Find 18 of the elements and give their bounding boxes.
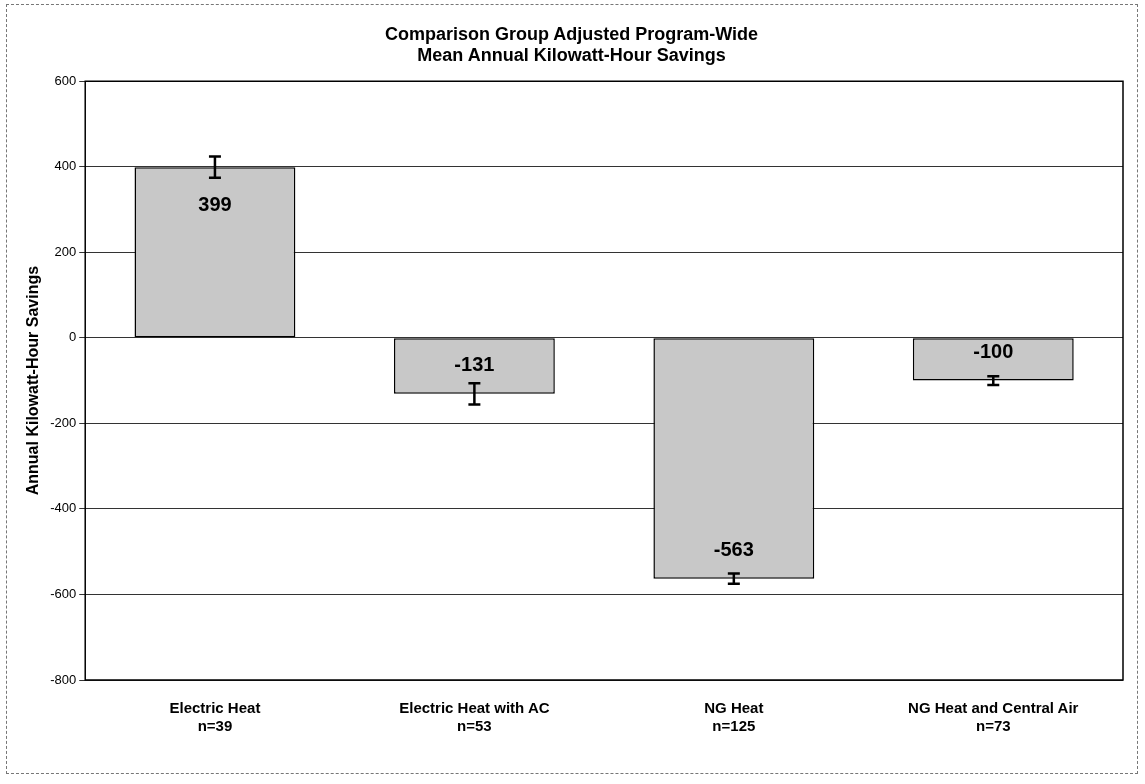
data-label: -131 — [454, 353, 495, 376]
y-axis-title: Annual Kilowatt-Hour Savings — [24, 265, 42, 496]
chart-title: Comparison Group Adjusted Program-Wide Mean Annual Kilowatt-Hour Savings — [384, 23, 759, 66]
data-label: 399 — [198, 192, 232, 215]
x-tick-label: Electric Heat with AC n=53 — [399, 699, 550, 735]
x-tick-label: NG Heat n=125 — [704, 699, 764, 735]
x-tick-label: Electric Heat n=39 — [169, 699, 261, 735]
y-tick-label: 600 — [54, 72, 77, 88]
y-tick-label: -400 — [50, 500, 77, 516]
y-tick-label: 200 — [54, 243, 77, 259]
y-tick-label: -800 — [50, 671, 77, 687]
data-label: -563 — [713, 538, 754, 561]
y-tick-label: 400 — [54, 158, 77, 174]
y-tick-label: -200 — [50, 414, 77, 430]
y-tick-label: -600 — [50, 586, 77, 602]
x-tick-label: NG Heat and Central Air n=73 — [908, 699, 1079, 735]
data-label: -100 — [973, 340, 1014, 363]
y-tick-label: 0 — [68, 329, 77, 345]
